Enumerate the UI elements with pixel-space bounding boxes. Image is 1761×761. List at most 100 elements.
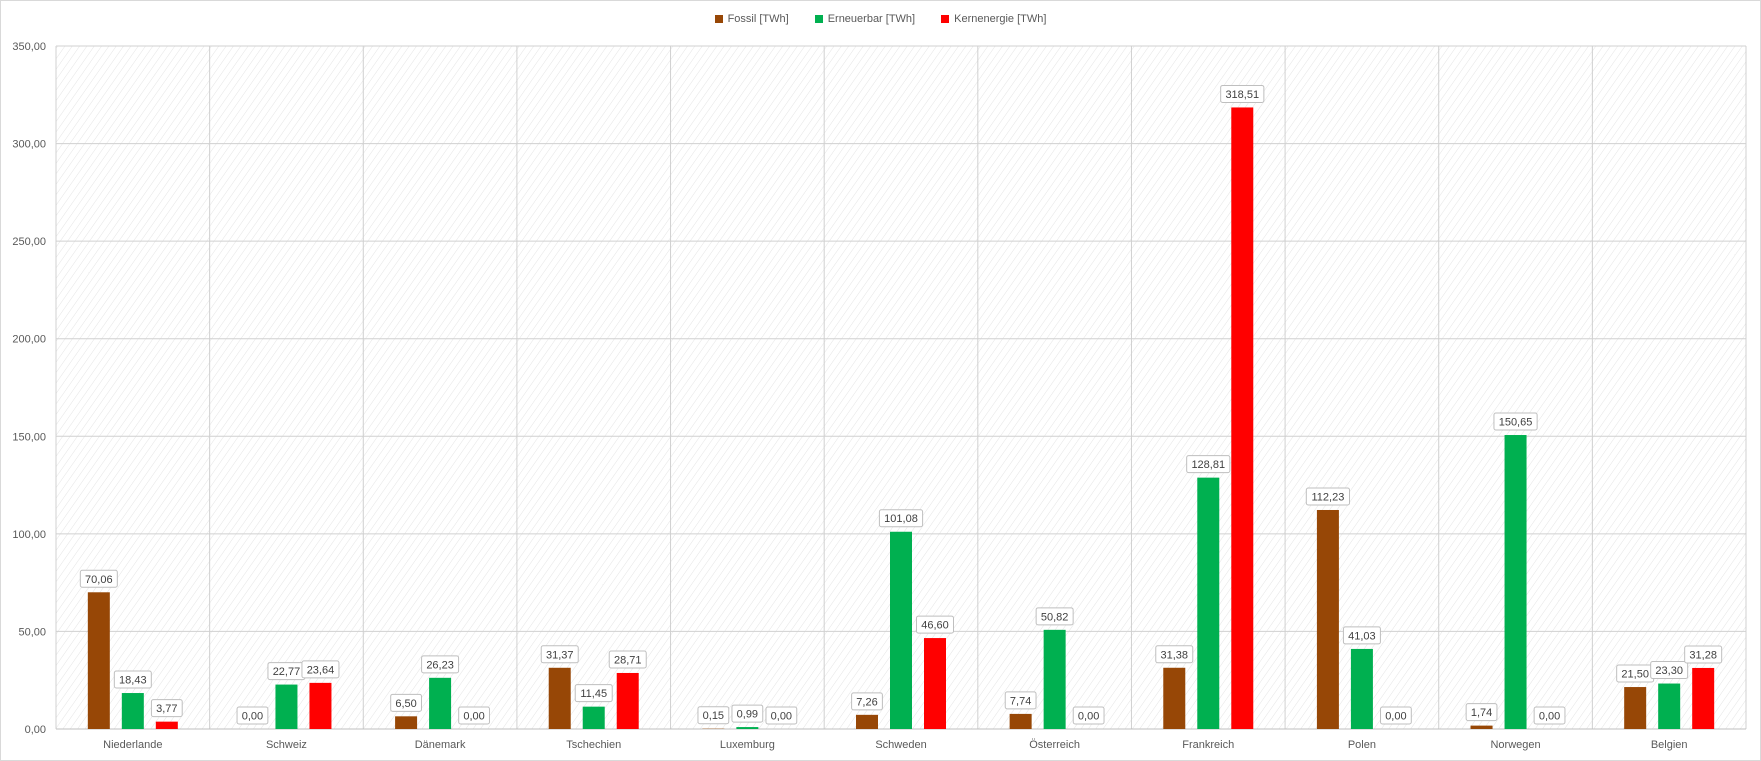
data-label-box [608,650,647,669]
data-label: 0,00 [771,711,792,723]
bar-0-9 [1470,725,1493,729]
bar-1-4 [736,727,759,729]
data-label: 22,77 [273,666,301,678]
data-label-box [1035,607,1074,626]
legend-item-kernenergie: Kernenergie [TWh] [941,13,1046,25]
bar-1-7 [1197,477,1220,729]
data-label-box [1186,455,1231,474]
data-label: 3,77 [156,703,177,715]
data-label: 112,23 [1311,491,1344,503]
data-label: 0,00 [463,711,484,723]
y-tick-label: 0,00 [25,724,46,736]
data-label: 50,82 [1041,611,1069,623]
bar-0-2 [395,716,418,729]
x-tick-label: Österreich [1029,739,1080,751]
bar-0-5 [856,714,878,729]
data-label: 0,00 [1078,711,1099,723]
x-axis-ticks: Niederlande Schweiz Dänemark Tschechien Luxe… [103,739,1687,751]
data-label: 101,08 [884,513,918,525]
data-label: 0,00 [1385,711,1406,723]
data-label: 0,99 [737,709,758,721]
x-tick-label: Dänemark [415,739,466,751]
data-label: 0,15 [703,710,724,722]
data-label-box [878,509,924,528]
data-label: 318,51 [1225,89,1259,101]
data-label: 18,43 [119,675,147,687]
data-label: 7,74 [1010,695,1031,707]
y-tick-label: 200,00 [12,334,46,346]
data-label-box [1004,691,1037,710]
x-tick-label: Polen [1348,739,1376,751]
data-label-box [390,693,422,712]
legend-swatch-erneuerbar [814,15,823,23]
bar-1-10 [1658,683,1681,729]
bar-0-0 [87,592,110,729]
data-label-box [113,670,152,689]
data-label-box [1493,412,1538,431]
data-label-box [150,699,183,718]
data-label-box [697,706,730,725]
data-label: 1,74 [1471,707,1492,719]
data-label-box [1342,626,1381,645]
bar-2-5 [924,638,946,729]
bar-1-9 [1504,435,1527,729]
data-label-box [1650,661,1689,680]
y-tick-label: 50,00 [18,626,46,638]
bar-1-1 [275,684,298,729]
data-label: 150,65 [1499,417,1533,429]
data-label-box [851,692,883,711]
data-label-box [421,655,460,674]
data-label: 23,64 [307,664,335,676]
y-tick-label: 150,00 [12,431,46,443]
bar-2-3 [616,672,639,729]
legend: Fossil [TWh] Erneuerbar [TWh] Kernenergi… [1,13,1760,25]
data-label: 0,00 [242,711,263,723]
x-tick-label: Luxemburg [720,739,775,751]
data-label: 70,06 [85,574,113,586]
data-label-box [916,615,954,634]
x-tick-label: Frankreich [1182,739,1234,751]
bar-2-0 [155,721,178,729]
y-tick-label: 300,00 [12,139,46,151]
bar-1-6 [1043,629,1066,729]
data-label: 26,23 [426,659,454,671]
bar-0-6 [1009,713,1032,729]
data-label: 31,37 [546,649,574,661]
legend-swatch-kernenergie [941,15,950,23]
data-label: 31,28 [1689,649,1717,661]
data-label: 0,00 [1539,711,1560,723]
bar-2-7 [1231,107,1254,729]
data-label-box [1684,645,1723,664]
x-tick-label: Belgien [1651,739,1688,751]
bar-0-3 [548,667,571,729]
y-tick-label: 100,00 [12,529,46,541]
data-label-box [1155,645,1194,664]
legend-item-fossil: Fossil [TWh] [714,13,789,25]
data-label-box [79,569,118,588]
x-tick-label: Norwegen [1490,739,1540,751]
bar-1-8 [1350,648,1373,729]
data-label-box [765,706,798,725]
legend-label-erneuerbar: Erneuerbar [TWh] [827,13,916,25]
data-labels: 70,06 18,43 3,77 0,00 22,77 23,64 6,50 26,23 0,0… [79,84,1723,725]
bar-2-1 [309,682,332,729]
legend-label-fossil: Fossil [TWh] [727,13,789,25]
data-label-box [1305,487,1351,506]
bar-0-8 [1316,509,1339,729]
data-label-box [1072,706,1105,725]
x-tick-label: Schweiz [266,739,307,751]
bar-0-7 [1163,667,1186,729]
data-label-box [1220,84,1265,103]
data-label: 128,81 [1191,459,1225,471]
data-label: 11,45 [580,688,607,700]
bar-2-10 [1692,667,1715,729]
y-axis-ticks: 0,00 50,00 100,00 150,00 200,00 250,00 300,00 3… [12,41,46,736]
data-label: 23,30 [1655,665,1683,677]
data-label-box [1465,703,1498,722]
data-label: 7,26 [856,696,877,708]
legend-item-erneuerbar: Erneuerbar [TWh] [814,13,916,25]
data-label-box [1380,706,1412,725]
data-label-box [1533,706,1566,725]
